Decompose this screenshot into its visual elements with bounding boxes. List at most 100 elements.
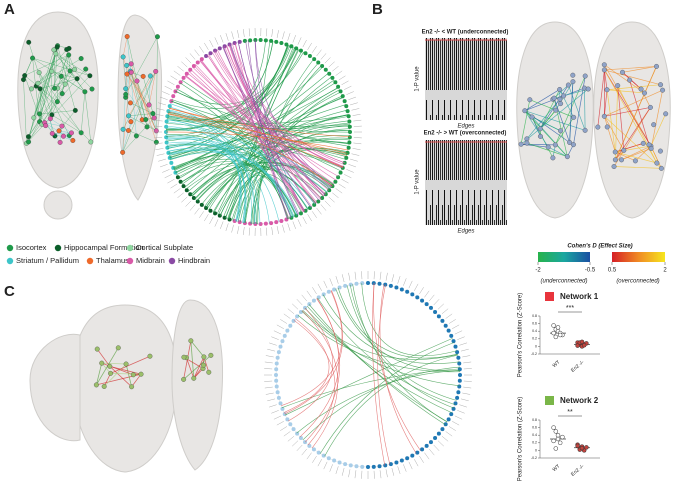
circos-tick <box>264 361 273 364</box>
circos-node <box>436 431 441 436</box>
edge <box>59 126 63 143</box>
circos-node <box>288 422 293 427</box>
edge <box>131 72 146 120</box>
circos-node <box>415 295 420 300</box>
circos-node <box>275 390 280 395</box>
node <box>26 139 32 145</box>
circos-link <box>169 108 347 156</box>
circos-tick <box>282 224 285 233</box>
edge <box>126 65 157 131</box>
circos-node <box>410 453 415 458</box>
edge <box>32 57 85 92</box>
circos-tick <box>419 287 424 295</box>
node <box>647 104 653 110</box>
circos-tick <box>209 39 214 48</box>
node <box>123 91 129 97</box>
node <box>143 117 149 122</box>
circos-tick <box>316 207 322 215</box>
circos-link <box>167 115 312 208</box>
node <box>612 157 618 163</box>
circos-tick <box>391 467 395 476</box>
circos-tick <box>269 404 277 408</box>
edge <box>125 88 146 120</box>
circos-node <box>178 80 183 85</box>
circos-tick <box>287 223 291 231</box>
circos-link <box>171 47 296 109</box>
circos-node <box>420 298 425 303</box>
circos-tick <box>271 336 279 340</box>
node <box>64 47 70 52</box>
edge <box>122 71 156 153</box>
circos-node <box>274 361 279 366</box>
circos-tick <box>424 452 430 460</box>
circos-tick <box>237 226 240 234</box>
circos-node <box>394 460 399 465</box>
circos-link <box>166 122 350 129</box>
edge <box>531 116 561 132</box>
circos-tick <box>266 28 268 37</box>
node <box>582 127 588 133</box>
circos-tick <box>338 183 346 189</box>
circos-node <box>188 192 193 197</box>
circos-node <box>184 188 189 193</box>
circos-node <box>169 160 174 165</box>
circos-tick <box>341 179 349 184</box>
circos-link <box>352 284 448 423</box>
node <box>128 69 134 75</box>
circos-tick <box>248 227 250 236</box>
node <box>627 77 633 83</box>
circos-link <box>207 54 305 212</box>
circos-tick <box>292 303 299 310</box>
node <box>632 158 638 164</box>
circos-tick <box>173 70 181 76</box>
circos-tick <box>459 342 467 346</box>
circos-tick <box>424 290 430 298</box>
x-tick-label: En2 -/- <box>570 463 586 477</box>
circos-tick <box>292 221 296 229</box>
circos-tick <box>346 91 354 95</box>
circos-tick <box>341 80 349 85</box>
circos-node <box>345 109 350 114</box>
circos-link <box>293 320 336 446</box>
circos-node <box>347 124 352 129</box>
circos-node <box>371 464 376 469</box>
node <box>134 78 140 84</box>
circos-tick <box>433 299 440 306</box>
data-point <box>584 445 589 450</box>
circos-node <box>274 39 279 44</box>
circos-tick <box>276 30 279 38</box>
circos-tick <box>204 42 209 50</box>
circos-a <box>154 28 362 236</box>
node <box>129 384 135 390</box>
circos-node <box>360 281 365 286</box>
circos-tick <box>287 33 291 41</box>
circos-tick <box>403 464 407 472</box>
circos-link <box>255 40 333 187</box>
edge <box>615 85 619 160</box>
edge <box>604 116 616 153</box>
circos-link <box>251 176 289 224</box>
circos-node <box>276 350 281 355</box>
circos-tick <box>214 219 219 227</box>
panel-label: C <box>4 283 15 300</box>
circos-node <box>366 465 370 469</box>
circos-tick <box>170 183 178 189</box>
circos-link <box>191 162 330 197</box>
node <box>654 63 659 69</box>
edge <box>568 84 586 131</box>
edge <box>32 58 40 122</box>
circos-tick <box>307 214 312 222</box>
circos-link <box>308 304 446 425</box>
node <box>37 111 42 117</box>
circos-tick <box>361 271 363 280</box>
data-point <box>557 332 563 338</box>
circos-tick <box>282 31 285 40</box>
circos-node <box>443 422 448 427</box>
node <box>140 73 146 79</box>
circos-tick <box>460 398 469 402</box>
circos-link <box>208 54 312 207</box>
legend-swatch <box>545 292 554 301</box>
circos-node <box>291 427 296 432</box>
circos-tick <box>348 164 357 168</box>
edge <box>604 64 652 147</box>
